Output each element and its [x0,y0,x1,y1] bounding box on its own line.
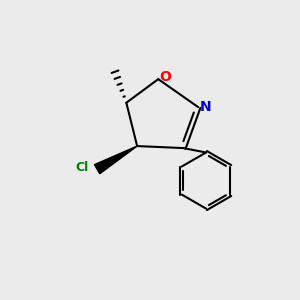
Text: Cl: Cl [76,161,89,174]
Text: N: N [200,100,211,114]
Polygon shape [94,146,137,174]
Text: O: O [160,70,172,85]
